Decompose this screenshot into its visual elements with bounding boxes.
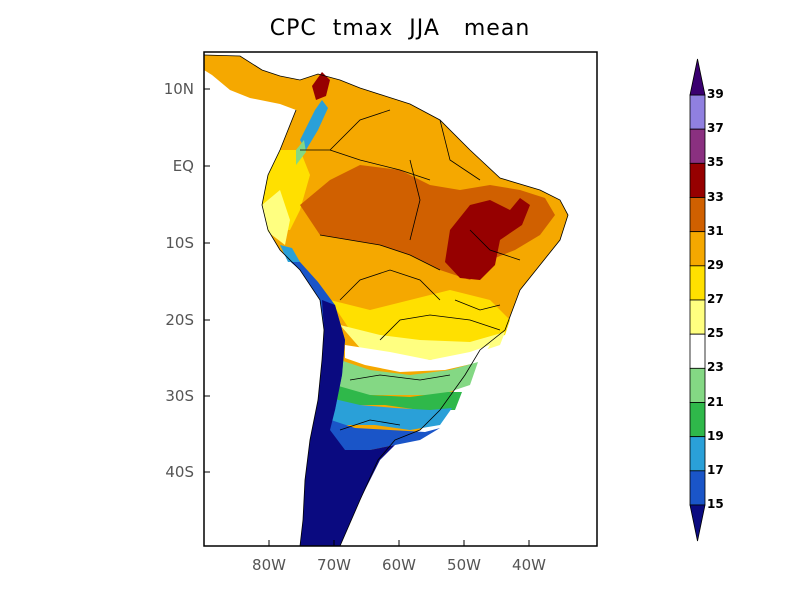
colorbar-upper-arrow: [689, 58, 706, 96]
light-green-band: [340, 360, 478, 395]
colorbar-segment-25_27: [689, 299, 706, 335]
colorbar-level-label: 31: [707, 223, 724, 238]
colorbar-level-label: 25: [707, 326, 724, 341]
x-tick-label: 50W: [447, 556, 481, 574]
colorbar-level-label: 39: [707, 87, 724, 101]
colorbar-segment-19_21: [689, 402, 706, 438]
colorbar-segment-23_25: [689, 333, 706, 369]
x-tick-label: 70W: [317, 556, 351, 574]
country-borders: [204, 54, 569, 546]
colorbar-level-label: 15: [707, 497, 724, 511]
colorbar-segment-17_19: [689, 436, 706, 472]
colorbar-lower-arrow: [689, 504, 706, 542]
map-frame: [203, 51, 598, 547]
y-tick-label: EQ: [172, 157, 194, 175]
colorbar-segment-37_39: [689, 94, 706, 130]
y-tick-label: 10S: [165, 234, 194, 252]
colorbar-segment-35_37: [689, 128, 706, 164]
green-band: [335, 385, 462, 410]
white-band: [345, 345, 490, 372]
x-tick-label: 60W: [382, 556, 416, 574]
colorbar-level-label: 33: [707, 189, 724, 204]
colorbar-segment-15_17: [689, 470, 706, 506]
colorbar-segments: [689, 58, 706, 542]
y-tick-label: 10N: [163, 80, 194, 98]
colorbar-segment-31_33: [689, 197, 706, 233]
y-tick-label: 20S: [165, 311, 194, 329]
colorbar-level-label: 17: [707, 462, 724, 477]
colorbar-level-label: 35: [707, 155, 724, 170]
colorbar-segment-21_23: [689, 367, 706, 403]
central-brazil-max-zone: [445, 198, 530, 280]
patagonia-cold-zone: [300, 300, 395, 546]
blue-band: [325, 418, 440, 450]
andes-lightblue-strip: [280, 245, 300, 262]
colorbar-level-label: 27: [707, 292, 724, 306]
x-tick-label: 80W: [252, 556, 286, 574]
axis-ticks: [204, 88, 530, 546]
venezuela-max-zone: [312, 72, 330, 100]
colorbar-segment-27_29: [689, 265, 706, 301]
y-tick-label: 40S: [165, 463, 194, 481]
colorbar-level-label: 19: [707, 428, 724, 443]
colorbar-level-label: 23: [707, 360, 724, 375]
x-tick-label: 40W: [512, 556, 546, 574]
colombia-andes-green: [296, 140, 306, 165]
colorbar-level-label: 29: [707, 257, 724, 272]
y-tick-label: 30S: [165, 387, 194, 405]
colorbar-level-label: 21: [707, 394, 724, 409]
colombia-andes-strip: [300, 100, 328, 150]
light-blue-band: [330, 398, 452, 430]
colorbar-level-label: 37: [707, 121, 724, 136]
colorbar-segment-33_35: [689, 162, 706, 198]
colorbar-segment-29_31: [689, 231, 706, 267]
map-title: CPC tmax JJA mean: [269, 16, 531, 41]
